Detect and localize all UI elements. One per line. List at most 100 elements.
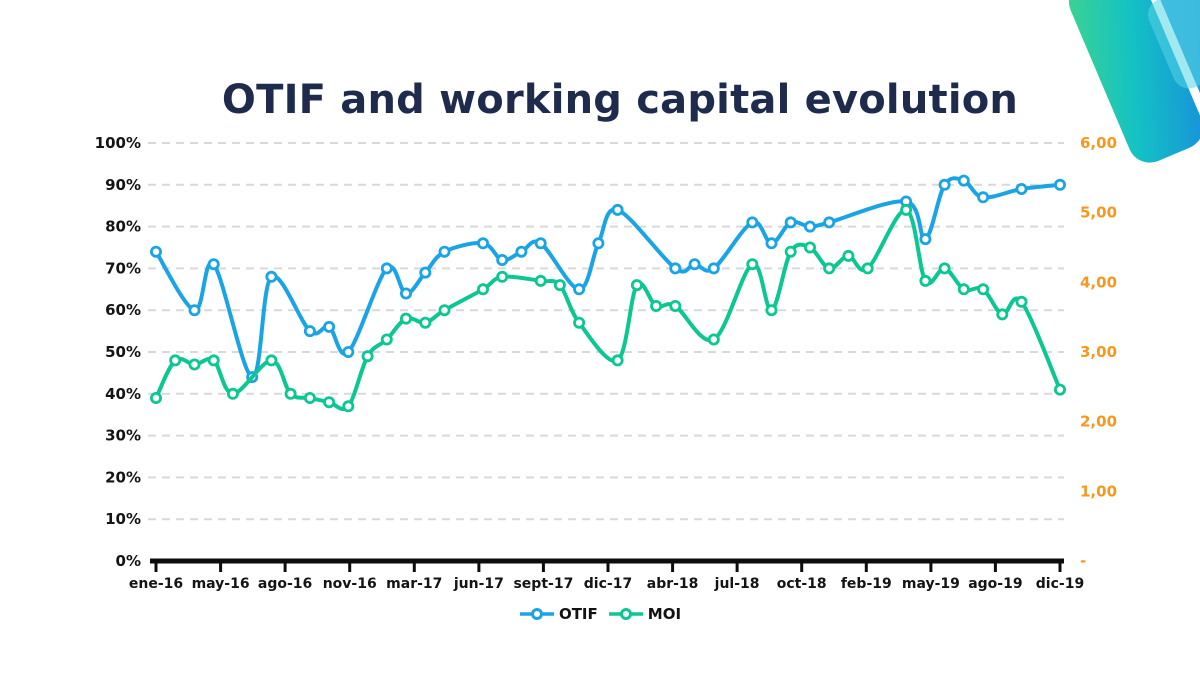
- x-axis-label: abr-18: [647, 576, 699, 592]
- moi-marker: [746, 258, 759, 271]
- moi-legend-swatch-icon: [608, 608, 643, 620]
- moi-marker: [804, 241, 817, 254]
- otif-marker: [207, 258, 220, 271]
- moi-marker: [188, 358, 201, 371]
- otif-marker: [188, 304, 201, 317]
- otif-marker: [977, 191, 990, 204]
- moi-marker: [380, 333, 393, 346]
- otif-marker: [534, 237, 547, 250]
- legend-label-moi: MOI: [647, 605, 682, 623]
- x-axis-label: jul-18: [714, 576, 760, 592]
- otif-marker: [688, 258, 701, 271]
- x-axis-label: dic-19: [1036, 576, 1084, 592]
- x-axis-label: ago-19: [968, 576, 1022, 592]
- moi-marker: [900, 203, 913, 216]
- moi-marker: [611, 354, 624, 367]
- otif-marker: [573, 283, 586, 296]
- moi-marker: [823, 262, 836, 275]
- moi-marker: [342, 400, 355, 413]
- moi-marker: [226, 387, 239, 400]
- otif-marker: [823, 216, 836, 229]
- chart-legend: OTIF MOI: [0, 605, 1200, 623]
- y-axis-label: 90%: [105, 176, 141, 194]
- moi-marker: [534, 274, 547, 287]
- otif-marker: [476, 237, 489, 250]
- moi-marker: [842, 249, 855, 262]
- legend-label-otif: OTIF: [558, 605, 598, 623]
- y-axis-label: 80%: [105, 218, 141, 236]
- right-axis-label: -: [1080, 552, 1086, 570]
- y-axis-label: 100%: [95, 134, 141, 152]
- moi-marker: [553, 279, 566, 292]
- otif-marker: [419, 266, 432, 279]
- moi-marker: [669, 299, 682, 312]
- y-axis-label: 40%: [105, 385, 141, 403]
- otif-marker: [938, 178, 951, 191]
- moi-marker: [284, 387, 297, 400]
- moi-marker: [919, 274, 932, 287]
- x-axis-label: nov-16: [323, 576, 377, 592]
- moi-marker: [977, 283, 990, 296]
- moi-marker: [765, 304, 778, 317]
- right-axis-label: 2,00: [1080, 413, 1117, 431]
- ribbon-front: [1068, 0, 1200, 163]
- x-axis-label: ene-16: [129, 576, 183, 592]
- right-axis-label: 4,00: [1080, 273, 1117, 291]
- moi-marker: [861, 262, 874, 275]
- legend-item-otif: OTIF: [519, 605, 598, 623]
- moi-marker: [169, 354, 182, 367]
- otif-marker: [515, 245, 528, 258]
- otif-marker: [957, 174, 970, 187]
- otif-marker: [323, 320, 336, 333]
- x-axis-label: may-16: [192, 576, 250, 592]
- plot-area: 0% 10% 20% 30% 40% 50% 60% 70% 80% 90% 100% 6,00 5,0…: [95, 134, 1117, 592]
- moi-marker: [149, 391, 162, 404]
- moi-marker: [996, 308, 1009, 321]
- otif-marker: [592, 237, 605, 250]
- otif-marker: [149, 245, 162, 258]
- moi-marker: [707, 333, 720, 346]
- y-axis-label: 60%: [105, 301, 141, 319]
- x-axis-label: ago-16: [258, 576, 312, 592]
- y-axis-label: 50%: [105, 343, 141, 361]
- otif-legend-swatch-icon: [519, 608, 554, 620]
- moi-marker: [476, 283, 489, 296]
- x-axis-label: feb-19: [841, 576, 892, 592]
- moi-marker: [438, 304, 451, 317]
- right-axis-label: 1,00: [1080, 482, 1117, 500]
- moi-marker: [399, 312, 412, 325]
- otif-marker: [399, 287, 412, 300]
- otif-marker: [669, 262, 682, 275]
- x-axis-label: mar-17: [386, 576, 442, 592]
- moi-marker: [957, 283, 970, 296]
- moi-marker: [650, 299, 663, 312]
- y-axis-label: 30%: [105, 427, 141, 445]
- otif-marker: [438, 245, 451, 258]
- otif-marker: [342, 345, 355, 358]
- right-axis-label: 6,00: [1080, 134, 1117, 152]
- y-axis-label: 20%: [105, 468, 141, 486]
- y-axis-label: 0%: [116, 552, 141, 570]
- x-axis-label: sept-17: [513, 576, 573, 592]
- ribbon-inner-panel: [1147, 0, 1200, 89]
- moi-marker: [573, 316, 586, 329]
- otif-marker: [1015, 182, 1028, 195]
- otif-marker: [746, 216, 759, 229]
- chart-title: OTIF and working capital evolution: [221, 76, 1019, 123]
- otif-marker: [303, 325, 316, 338]
- otif-marker: [611, 203, 624, 216]
- y-axis-label: 10%: [105, 510, 141, 528]
- moi-marker: [323, 396, 336, 409]
- moi-marker: [1015, 295, 1028, 308]
- legend-item-moi: MOI: [608, 605, 681, 623]
- otif-marker: [784, 216, 797, 229]
- moi-marker: [361, 350, 374, 363]
- moi-marker: [496, 270, 509, 283]
- moi-marker: [784, 245, 797, 258]
- y-axis-label: 70%: [105, 259, 141, 277]
- otif-marker: [707, 262, 720, 275]
- moi-marker: [938, 262, 951, 275]
- otif-marker: [804, 220, 817, 233]
